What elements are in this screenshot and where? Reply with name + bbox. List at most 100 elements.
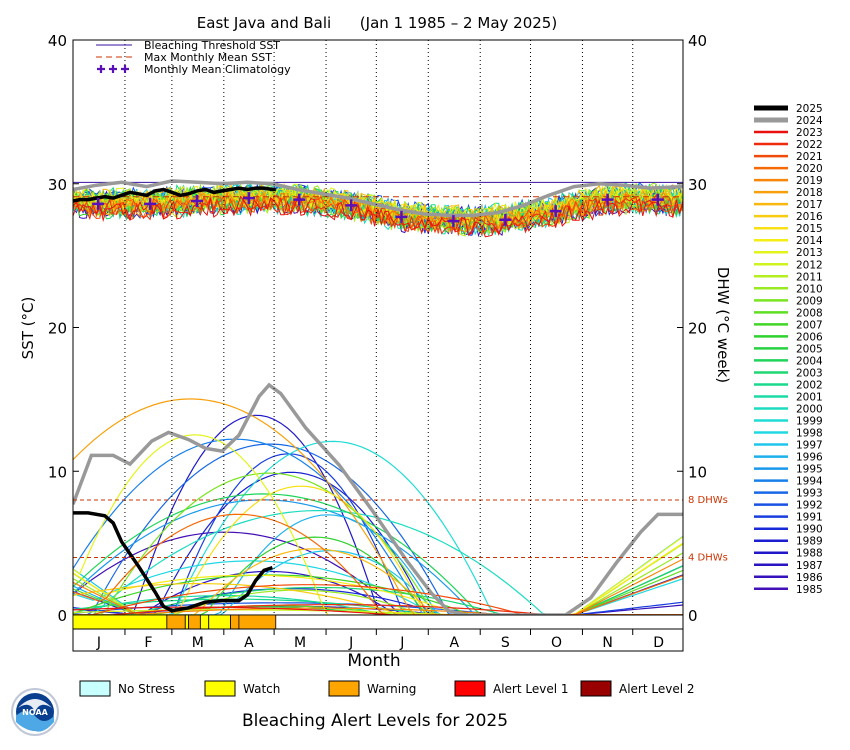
text-layer: East Java and Bali (Jan 1 1985 – 2 May 2… [19,14,732,731]
year-legend-label-2003: 2003 [796,367,823,379]
legend-swatch-climatology [109,65,117,73]
year-legend-label-1990: 1990 [796,524,823,536]
alert-segment [238,614,277,630]
alert-legend-swatch [204,680,236,697]
x-axis-label: Month [347,651,400,671]
year-legend-label-2009: 2009 [796,295,823,307]
climatology-marker [293,193,306,206]
dhw-line-2014 [73,542,683,615]
climatology-marker [395,210,408,223]
chart-title: East Java and Bali (Jan 1 1985 – 2 May 2… [197,14,557,32]
footer-title: Bleaching Alert Levels for 2025 [242,711,508,731]
climatology-marker [601,193,614,206]
month-label: M [192,635,204,651]
alert-legend-label: Alert Level 1 [493,682,569,696]
year-legend-label-2018: 2018 [796,187,823,199]
legend-swatch-climatology [97,65,105,73]
year-legend-label-2020: 2020 [796,163,823,175]
alert-legend-label: No Stress [118,682,175,696]
y-tick-label-right: 10 [688,463,707,481]
year-legend-label-1985: 1985 [796,584,823,596]
year-legend-label-1992: 1992 [796,500,823,512]
year-legend-label-2000: 2000 [796,404,823,416]
y-tick-label-right: 30 [688,176,707,194]
year-legend-label-2007: 2007 [796,319,823,331]
year-legend-label-2004: 2004 [796,355,823,367]
month-label: J [399,635,404,651]
year-legend-label-2010: 2010 [796,283,823,295]
legend-swatch-climatology [121,65,129,73]
noaa-logo: NOAA [11,688,59,736]
dhw-line-2006 [73,536,683,615]
sst-line-2023 [73,195,683,238]
dhw-threshold-label: 8 DHWs [688,495,728,506]
year-legend-label-2008: 2008 [796,307,823,319]
dhw-line-1994 [73,438,683,615]
year-legend-label-1995: 1995 [796,464,823,476]
month-label: A [449,635,459,651]
year-legend-label-1987: 1987 [796,560,823,572]
month-label: F [144,635,152,651]
y-tick-label-left: 30 [48,176,67,194]
y-tick-label-right: 20 [688,320,707,338]
legend-label: Monthly Mean Climatology [144,63,291,76]
month-band [72,628,684,652]
month-label: J [96,635,101,651]
dhw-line-2020 [73,513,683,615]
alert-segment [72,614,168,630]
series-layer [73,179,683,615]
dhw-line-2017 [73,548,683,615]
month-label: N [602,635,612,651]
dhw-line-2021 [73,584,683,615]
year-legend-label-1997: 1997 [796,440,823,452]
climatology-marker [242,192,255,205]
y-tick-label-left: 40 [48,32,67,50]
alert-legend-swatch [79,680,111,697]
year-legend-label-1986: 1986 [796,572,823,584]
logo-text: NOAA [22,708,48,717]
year-legend-label-2013: 2013 [796,247,823,259]
year-legend-label-2006: 2006 [796,331,823,343]
alert-segment [188,614,201,630]
year-legend-label-1989: 1989 [796,536,823,548]
alert-legend-label: Warning [367,682,416,696]
year-legend-label-2019: 2019 [796,175,823,187]
climatology-marker [144,197,157,210]
month-label: M [294,635,306,651]
alert-segment [208,614,231,630]
year-legend-label-2015: 2015 [796,223,823,235]
year-legend-label-2001: 2001 [796,391,823,403]
year-legend-label-2016: 2016 [796,211,823,223]
climatology-marker [92,197,105,210]
dhw-line-1985 [73,531,683,615]
y-tick-label-left: 0 [57,607,67,625]
sst-line-2011 [73,193,683,237]
sst-line-2022 [73,196,683,237]
dhw-line-2025 [73,511,273,613]
climatology-marker [345,199,358,212]
climatology-marker [651,193,664,206]
year-legend-label-2025: 2025 [796,103,823,115]
dhw-line-2015 [73,485,683,615]
alert-legend-swatch [328,680,360,697]
year-legend-label-1996: 1996 [796,452,823,464]
year-legend-label-2021: 2021 [796,151,823,163]
legend-label: Max Monthly Mean SST [144,51,272,64]
year-legend-label-2022: 2022 [796,139,823,151]
dhw-threshold-label: 4 DHWs [688,553,728,564]
year-legend-label-2002: 2002 [796,379,823,391]
alert-legend-swatch [580,680,612,697]
year-legend-label-2011: 2011 [796,271,823,283]
year-legend-label-2023: 2023 [796,127,823,139]
year-legend-label-1994: 1994 [796,476,823,488]
year-legend-label-2012: 2012 [796,259,823,271]
y-axis-label-right: DHW (°C week) [714,267,732,383]
y-tick-label-right: 40 [688,32,707,50]
y-tick-label-left: 10 [48,463,67,481]
climatology-marker [447,215,460,228]
alert-segment [166,614,186,630]
alert-segment [230,614,240,630]
